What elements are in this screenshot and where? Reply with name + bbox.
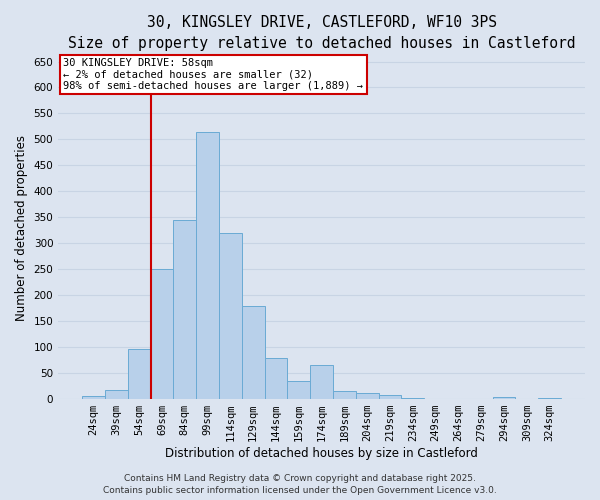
Bar [82, 396, 105, 399]
Bar [401, 398, 424, 399]
Bar [196, 132, 219, 399]
Bar [379, 395, 401, 399]
Bar [493, 397, 515, 399]
Bar [219, 233, 242, 399]
Bar [356, 393, 379, 399]
Text: 30 KINGSLEY DRIVE: 58sqm
← 2% of detached houses are smaller (32)
98% of semi-de: 30 KINGSLEY DRIVE: 58sqm ← 2% of detache… [64, 58, 364, 91]
Bar [287, 381, 310, 399]
Bar [173, 220, 196, 399]
Bar [242, 306, 265, 399]
Bar [265, 358, 287, 399]
Title: 30, KINGSLEY DRIVE, CASTLEFORD, WF10 3PS
Size of property relative to detached h: 30, KINGSLEY DRIVE, CASTLEFORD, WF10 3PS… [68, 15, 575, 51]
Bar [333, 392, 356, 399]
Bar [538, 398, 561, 399]
Bar [151, 270, 173, 399]
Bar [105, 390, 128, 399]
Y-axis label: Number of detached properties: Number of detached properties [15, 134, 28, 320]
X-axis label: Distribution of detached houses by size in Castleford: Distribution of detached houses by size … [165, 447, 478, 460]
Bar [424, 398, 447, 399]
Bar [310, 366, 333, 399]
Bar [447, 398, 470, 399]
Text: Contains HM Land Registry data © Crown copyright and database right 2025.
Contai: Contains HM Land Registry data © Crown c… [103, 474, 497, 495]
Bar [128, 349, 151, 399]
